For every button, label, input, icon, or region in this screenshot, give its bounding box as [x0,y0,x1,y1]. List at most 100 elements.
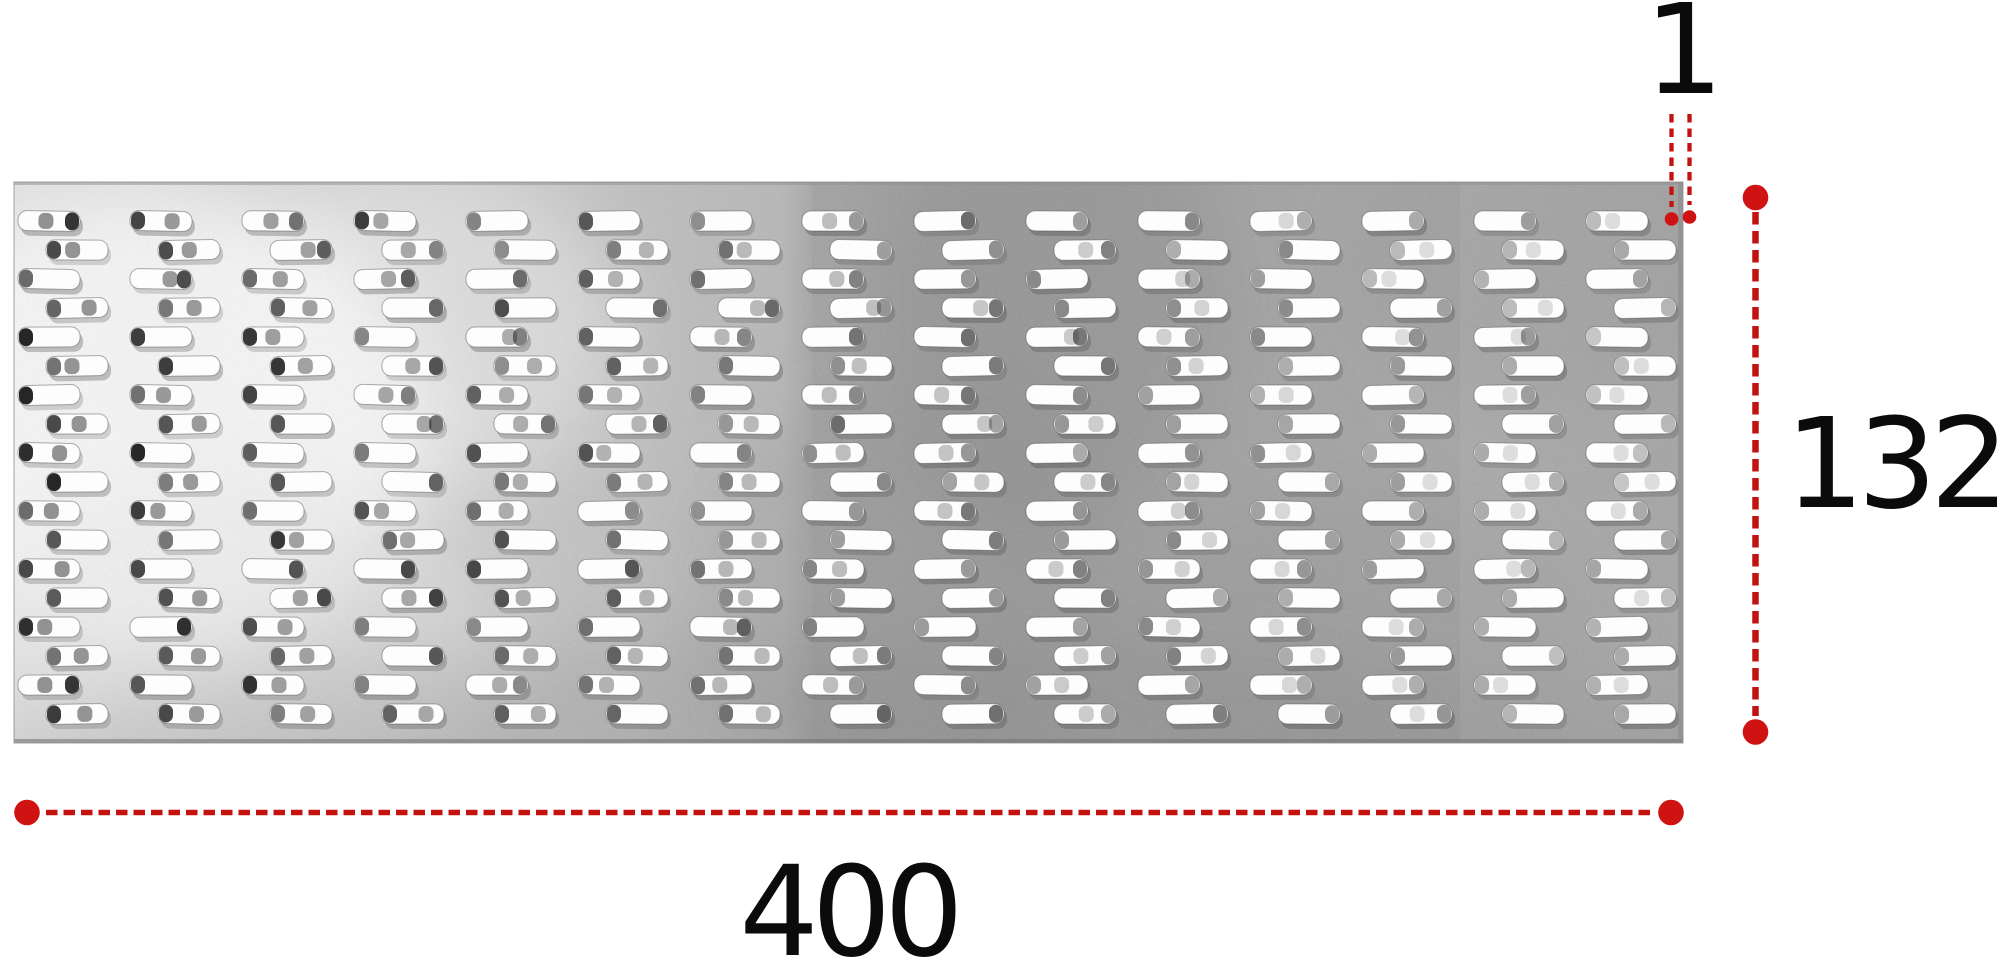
plate-slot [1277,413,1344,440]
plate-slot [1165,645,1232,672]
plate-slot [381,703,447,730]
plate-slot [1585,210,1651,237]
plate-slot [1389,529,1456,556]
plate-slot [241,384,307,411]
plate-slot [1613,703,1680,730]
plate-slot [1473,616,1539,643]
plate-slot [353,442,419,469]
plate-slot [941,587,1008,614]
plate-slot [1585,500,1652,527]
plate-slot [577,268,643,295]
plate-slot [605,587,672,614]
plate-slot [689,674,756,701]
plate-slot [45,296,112,324]
plate-slot [689,500,755,527]
plate-slot [1389,238,1456,266]
plate-slot [493,645,559,672]
plate-slot [689,326,755,353]
plate-slot [913,616,980,643]
plate-slot [1249,441,1316,469]
height-endpoint-dot-top [1742,184,1769,211]
plate-slot [465,442,532,469]
slot-grid [17,209,1680,730]
plate-slot [157,297,224,324]
plate-slot [1053,587,1119,614]
plate-slot [1389,355,1455,382]
plate-slot [353,558,419,585]
plate-slot [1501,587,1568,614]
plate-slot [17,267,83,295]
plate-slot [717,413,783,440]
thickness-endpoint-dot [1682,210,1697,224]
plate-slot [1585,268,1652,295]
plate-slot [45,471,112,498]
plate-slot [689,384,755,411]
plate-slot [381,297,448,324]
plate-slot [913,384,979,411]
plate-slot [129,210,195,237]
plate-slot [353,326,419,353]
plate-slot [689,268,756,295]
plate-slot [913,325,979,353]
plate-slot [941,355,1008,382]
plate-slot [689,210,756,237]
plate-slot [1165,529,1232,556]
plate-slot [1165,586,1232,614]
plate-slot [577,210,644,237]
plate-slot [129,616,196,643]
plate-slot [717,645,783,672]
height-dimension-label: 132 [1785,392,2000,537]
width-endpoint-dot-right [1658,799,1684,826]
plate-slot [1249,674,1316,701]
plate-slot [493,297,560,324]
plate-slot [829,703,896,730]
plate-slot [353,268,420,295]
plate-slot [689,558,756,585]
plate-slot [465,500,532,527]
plate-slot [801,500,867,527]
plate-slot [1501,470,1568,498]
plate-slot [129,384,195,411]
plate-slot [493,529,559,556]
plate-slot [1501,645,1568,672]
plate-slot [1053,471,1119,498]
plate-slot [1613,645,1680,672]
plate-slot [717,529,783,556]
plate-slot [1053,355,1119,382]
plate-slot [17,441,83,469]
plate-slot [1053,413,1120,440]
plate-slot [17,674,84,701]
plate-slot [1389,413,1455,440]
plate-slot [829,528,895,556]
plate-slot [17,210,83,237]
plate-slot [829,413,896,440]
plate-slot [241,441,307,469]
plate-slot [1501,413,1568,440]
plate-slot [17,616,83,643]
plate-slot [1053,297,1120,324]
plate-slot [493,239,559,266]
plate-slot [605,645,671,672]
plate-slot [45,355,112,382]
plate-slot [493,586,560,614]
plate-slot [157,471,224,498]
plate-slot [381,529,448,556]
plate-slot [717,471,783,498]
plate-slot [717,703,783,730]
plate-slot [829,355,895,382]
plate-slot [605,528,671,556]
plate-slot [381,239,448,266]
plate-slot [157,645,223,672]
plate-slot [829,297,896,324]
plate-slot [801,674,867,701]
plate-slot [1025,674,1092,701]
plate-slot [465,326,531,353]
plate-slot [913,441,980,469]
height-endpoint-dot-bottom [1742,719,1769,745]
plate-slot [241,326,307,353]
plate-slot [1473,268,1540,295]
plate-slot [1473,557,1540,585]
plate-slot [1137,500,1204,527]
plate-slot [1137,674,1204,701]
plate-slot [1165,703,1232,730]
